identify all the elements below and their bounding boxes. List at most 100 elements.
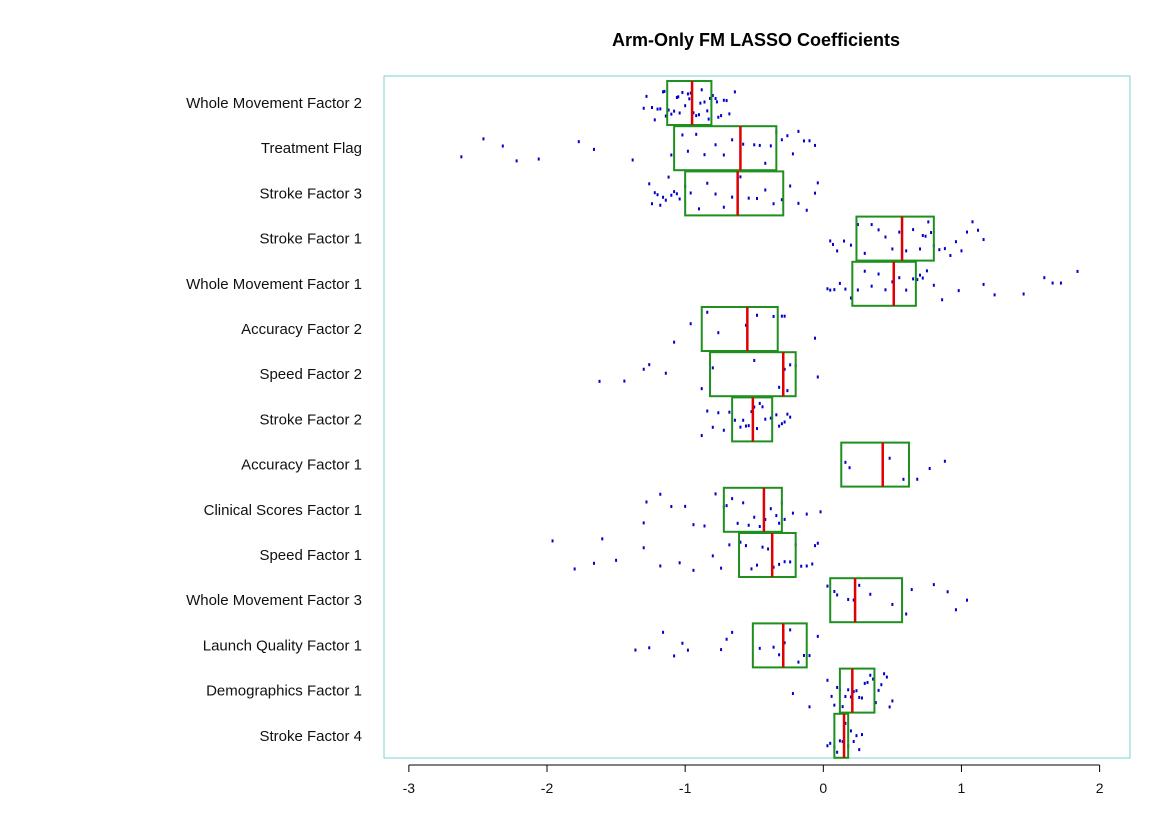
data-point: [780, 198, 783, 202]
data-point: [598, 379, 601, 383]
data-point: [689, 91, 692, 95]
data-point: [905, 612, 908, 616]
data-point: [898, 230, 901, 234]
data-point: [1051, 281, 1054, 285]
data-point: [677, 95, 680, 99]
data-point: [700, 434, 703, 438]
boxes-layer: [666, 80, 935, 759]
y-label: Clinical Scores Factor 1: [204, 502, 362, 519]
box: [829, 577, 904, 624]
data-point: [885, 675, 888, 679]
data-point: [884, 235, 887, 239]
data-point: [761, 545, 764, 549]
data-point: [615, 558, 618, 562]
x-tick-label: -1: [679, 780, 692, 796]
data-point: [912, 228, 915, 232]
x-tick-label: 1: [958, 780, 966, 796]
data-point: [767, 547, 770, 551]
data-point: [833, 590, 836, 594]
data-point: [551, 539, 554, 543]
data-point: [753, 515, 756, 519]
data-point: [720, 648, 723, 652]
data-point: [783, 560, 786, 564]
data-point: [802, 139, 805, 143]
data-point: [756, 427, 758, 431]
data-point: [686, 648, 689, 652]
data-point: [891, 602, 894, 606]
data-point: [670, 153, 673, 157]
data-point: [645, 500, 648, 504]
data-point: [852, 690, 855, 694]
data-point: [902, 477, 905, 481]
data-point: [898, 276, 901, 280]
data-point: [592, 561, 595, 565]
data-point: [711, 93, 714, 97]
data-point: [739, 425, 742, 429]
data-point: [689, 191, 692, 195]
data-point: [836, 685, 839, 689]
data-point: [695, 114, 698, 118]
data-point: [720, 566, 723, 570]
data-point: [833, 288, 836, 292]
data-point: [659, 107, 662, 111]
data-point: [728, 112, 731, 116]
data-point: [786, 134, 789, 138]
data-point: [921, 276, 924, 280]
data-point: [805, 208, 808, 212]
data-point: [742, 142, 745, 146]
data-point: [739, 175, 742, 179]
data-point: [720, 114, 723, 118]
box: [738, 532, 797, 578]
data-point: [877, 228, 880, 232]
data-point: [592, 147, 595, 151]
data-point: [722, 153, 725, 157]
data-point: [877, 688, 880, 692]
data-point: [814, 143, 817, 147]
data-point: [573, 567, 576, 571]
data-point: [700, 88, 703, 92]
data-point: [662, 195, 665, 199]
box: [833, 712, 850, 759]
data-point: [778, 424, 781, 428]
box: [700, 306, 779, 352]
data-point: [816, 541, 819, 545]
data-point: [869, 673, 872, 677]
data-point: [775, 413, 778, 417]
data-point: [714, 192, 717, 196]
data-point: [780, 422, 783, 426]
data-point: [772, 202, 775, 206]
data-point: [686, 92, 689, 96]
data-point: [772, 314, 775, 318]
data-point: [884, 288, 887, 292]
data-point: [805, 512, 808, 516]
data-point: [722, 98, 725, 102]
y-label: Stroke Factor 3: [259, 185, 362, 202]
y-label: Demographics Factor 1: [206, 683, 362, 700]
data-point: [764, 417, 767, 421]
data-point: [659, 492, 662, 496]
data-point: [758, 143, 761, 147]
data-point: [728, 543, 731, 547]
data-point: [891, 699, 894, 703]
data-point: [731, 138, 734, 142]
data-point: [844, 695, 847, 699]
data-point: [836, 750, 839, 754]
data-point: [789, 363, 792, 367]
data-point: [758, 646, 761, 650]
data-point: [826, 678, 829, 682]
data-point: [993, 293, 996, 297]
data-point: [960, 249, 963, 253]
data-point: [789, 560, 792, 564]
data-point: [910, 588, 913, 592]
data-point: [706, 409, 709, 413]
data-point: [681, 133, 684, 137]
data-point: [642, 546, 645, 550]
box: [838, 667, 876, 714]
data-point: [753, 405, 756, 409]
data-point: [577, 140, 580, 144]
data-point: [808, 654, 811, 658]
data-point: [833, 703, 836, 707]
data-point: [954, 240, 957, 244]
y-label: Whole Movement Factor 3: [186, 592, 362, 609]
data-point: [802, 653, 805, 657]
